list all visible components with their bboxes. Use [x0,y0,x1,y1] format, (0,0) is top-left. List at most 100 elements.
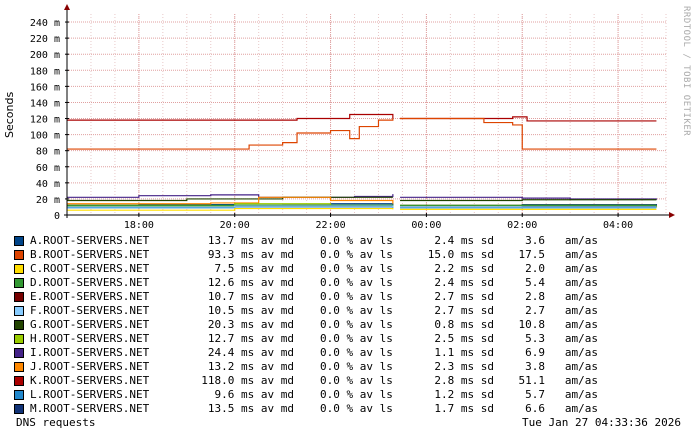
y-tick-label: 100 m [30,131,60,142]
legend-am: 51.1 am/as [518,374,598,387]
legend-swatch [14,348,24,358]
y-axis-label: Seconds [3,91,16,138]
y-tick-label: 40 m [36,179,60,190]
legend-avg: 10.7 ms av md [207,290,294,303]
legend-avg: 13.7 ms av md [207,234,294,247]
legend-name: A.ROOT-SERVERS.NET [30,234,150,247]
series-line-f [67,205,657,208]
y-tick-label: 20 m [36,195,60,206]
legend-loss: 0.0 % av ls [320,402,393,415]
legend-am: 10.8 am/as [518,318,598,331]
legend-loss: 0.0 % av ls [320,248,393,261]
legend-swatch [14,264,24,274]
legend-avg: 12.7 ms av md [207,332,294,345]
legend-am: 6.6 am/as [525,402,598,415]
y-tick-label: 0 [54,211,60,222]
x-tick-labels: 18:00 20:00 22:00 00:00 02:00 04:00 [124,220,633,231]
legend-sd: 2.4 ms sd [434,276,494,289]
legend-name: I.ROOT-SERVERS.NET [30,346,150,359]
legend-avg: 9.6 ms av md [214,388,294,401]
series-line-d [67,204,657,206]
legend-avg: 24.4 ms av md [207,346,294,359]
y-tick-label: 200 m [30,50,60,61]
legend-name: L.ROOT-SERVERS.NET [30,388,150,401]
series-line-k [67,113,657,122]
legend-am: 5.7 am/as [525,388,598,401]
legend-sd: 2.4 ms sd [434,234,494,247]
series-line-c [67,207,657,211]
legend-swatch [14,292,24,302]
legend-swatch [14,390,24,400]
y-tick-label: 240 m [30,18,60,29]
legend-loss: 0.0 % av ls [320,388,393,401]
legend-sd: 1.7 ms sd [434,402,494,415]
legend-avg: 10.5 ms av md [207,304,294,317]
legend-swatch [14,404,24,414]
legend-swatch [14,306,24,316]
legend-loss: 0.0 % av ls [320,332,393,345]
legend-sd: 2.8 ms sd [434,374,494,387]
legend-am: 2.7 am/as [525,304,598,317]
legend-am: 3.8 am/as [525,360,598,373]
y-axis-arrow [64,4,70,10]
x-axis-arrow [669,212,675,218]
legend-loss: 0.0 % av ls [320,304,393,317]
legend-name: D.ROOT-SERVERS.NET [30,276,150,289]
y-tick-label: 160 m [30,82,60,93]
legend-name: K.ROOT-SERVERS.NET [30,374,150,387]
legend-loss: 0.0 % av ls [320,276,393,289]
x-tick-label: 22:00 [316,220,346,231]
legend-avg: 12.6 ms av md [207,276,294,289]
legend-sd: 1.2 ms sd [434,388,494,401]
chart-axes [64,4,675,218]
legend-am: 6.9 am/as [525,346,598,359]
y-tick-label: 180 m [30,66,60,77]
legend-name: G.ROOT-SERVERS.NET [30,318,150,331]
legend-sd: 2.2 ms sd [434,262,494,275]
legend-avg: 7.5 ms av md [214,262,294,275]
x-tick-label: 04:00 [603,220,633,231]
legend-sd: 0.8 ms sd [434,318,494,331]
x-tick-label: 02:00 [507,220,537,231]
legend-name: J.ROOT-SERVERS.NET [30,360,150,373]
legend-loss: 0.0 % av ls [320,318,393,331]
legend-avg: 20.3 ms av md [207,318,294,331]
x-tick-label: 00:00 [411,220,441,231]
y-tick-labels: 0 20 m 40 m 60 m 80 m 100 m 120 m 140 m 160 m 180… [30,18,60,222]
legend-loss: 0.0 % av ls [320,346,393,359]
legend-swatch [14,334,24,344]
legend-swatch [14,362,24,372]
chart-series [67,113,658,211]
legend-swatch [14,250,24,260]
chart-grid [66,14,667,216]
legend-swatch [14,320,24,330]
legend-am: 5.4 am/as [525,276,598,289]
y-tick-label: 120 m [30,115,60,126]
x-tick-label: 18:00 [124,220,154,231]
legend-am: 5.3 am/as [525,332,598,345]
legend-am: 2.0 am/as [525,262,598,275]
legend-name: M.ROOT-SERVERS.NET [30,402,150,415]
latency-chart: 0 20 m 40 m 60 m 80 m 100 m 120 m 140 m 160 m 180… [30,4,675,231]
legend-loss: 0.0 % av ls [320,290,393,303]
graph-title: DNS requests [16,416,96,429]
legend-name: H.ROOT-SERVERS.NET [30,332,150,345]
legend-swatch [14,236,24,246]
legend-am: 17.5 am/as [518,248,598,261]
legend-sd: 2.3 ms sd [434,360,494,373]
legend-sd: 2.5 ms sd [434,332,494,345]
legend-am: 2.8 am/as [525,290,598,303]
legend-loss: 0.0 % av ls [320,234,393,247]
series-line-i [67,194,658,200]
legend-avg: 13.5 ms av md [207,402,294,415]
legend-swatch [14,278,24,288]
legend-name: B.ROOT-SERVERS.NET [30,248,150,261]
timestamp: Tue Jan 27 04:33:36 2026 [522,416,681,429]
y-tick-label: 220 m [30,34,60,45]
legend-swatch [14,376,24,386]
legend-avg: 93.3 ms av md [207,248,294,261]
legend-loss: 0.0 % av ls [320,360,393,373]
rrdtool-watermark: RRDTOOL / TOBI OETIKER [681,6,691,137]
legend-loss: 0.0 % av ls [320,374,393,387]
legend-avg: 13.2 ms av md [207,360,294,373]
